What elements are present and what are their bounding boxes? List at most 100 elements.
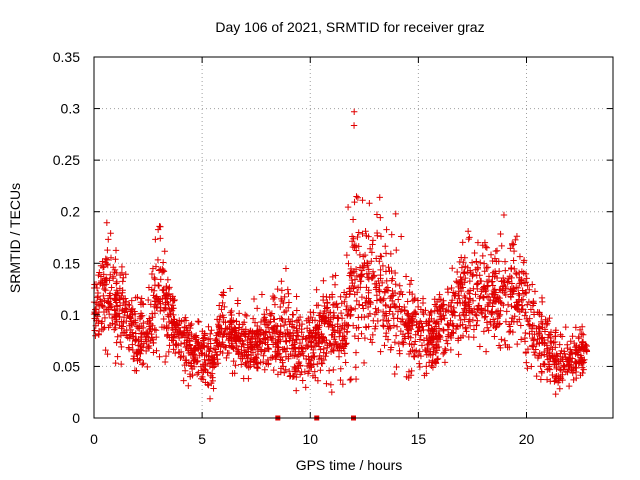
data-point bbox=[349, 216, 357, 223]
data-point bbox=[522, 349, 530, 357]
data-point bbox=[150, 339, 157, 347]
data-point bbox=[531, 351, 539, 359]
data-point bbox=[459, 309, 467, 316]
data-point bbox=[125, 345, 133, 353]
data-point bbox=[390, 300, 398, 308]
data-point bbox=[182, 314, 189, 321]
data-point bbox=[369, 331, 376, 339]
data-point bbox=[323, 344, 331, 351]
data-point bbox=[205, 353, 212, 360]
data-point bbox=[309, 333, 316, 341]
data-point bbox=[373, 255, 380, 262]
data-point bbox=[375, 306, 382, 314]
data-point bbox=[163, 325, 170, 332]
data-point bbox=[489, 273, 496, 280]
data-point bbox=[405, 350, 413, 358]
data-point bbox=[113, 269, 120, 277]
data-point bbox=[412, 338, 419, 345]
data-point bbox=[327, 309, 334, 316]
data-point bbox=[441, 345, 449, 353]
data-point bbox=[450, 330, 457, 337]
data-point bbox=[217, 331, 224, 338]
data-point bbox=[513, 305, 521, 312]
data-point bbox=[270, 366, 277, 374]
data-point bbox=[466, 322, 474, 329]
data-point bbox=[177, 327, 184, 335]
data-point bbox=[420, 310, 427, 318]
x-tick-label: 10 bbox=[302, 431, 318, 447]
data-point bbox=[277, 295, 285, 303]
data-point bbox=[118, 263, 126, 271]
data-point bbox=[351, 305, 359, 312]
data-point bbox=[234, 346, 242, 353]
data-point bbox=[405, 327, 412, 334]
data-point bbox=[497, 299, 504, 306]
data-point bbox=[567, 338, 574, 345]
data-point bbox=[396, 282, 403, 289]
data-point bbox=[484, 307, 491, 315]
data-point bbox=[578, 330, 585, 338]
data-point bbox=[466, 277, 474, 285]
data-point bbox=[534, 309, 541, 316]
data-point bbox=[165, 348, 172, 356]
data-point bbox=[282, 366, 289, 373]
data-point bbox=[323, 380, 330, 387]
data-point bbox=[405, 368, 413, 376]
data-point bbox=[565, 365, 572, 373]
data-point bbox=[353, 272, 361, 280]
data-point bbox=[473, 312, 480, 319]
data-point bbox=[103, 219, 111, 226]
data-point bbox=[316, 312, 324, 319]
data-point bbox=[323, 299, 331, 307]
data-point bbox=[315, 302, 322, 309]
data-point bbox=[331, 341, 338, 348]
data-point bbox=[240, 329, 247, 337]
data-point bbox=[269, 341, 277, 348]
data-point bbox=[99, 258, 106, 265]
data-point bbox=[358, 293, 366, 301]
data-point bbox=[506, 344, 513, 351]
data-point bbox=[369, 274, 376, 281]
data-point bbox=[521, 312, 528, 319]
data-point bbox=[302, 355, 310, 363]
data-point bbox=[493, 258, 500, 265]
data-point bbox=[332, 272, 339, 279]
data-point bbox=[355, 335, 362, 342]
data-point bbox=[404, 326, 411, 333]
data-point bbox=[128, 308, 135, 315]
data-point bbox=[353, 193, 360, 200]
data-point bbox=[401, 303, 408, 311]
data-point bbox=[387, 346, 394, 353]
data-point bbox=[240, 375, 247, 382]
data-point bbox=[512, 236, 519, 244]
data-point bbox=[480, 328, 488, 335]
data-point bbox=[416, 360, 423, 367]
data-point bbox=[508, 265, 515, 273]
data-point bbox=[394, 308, 402, 315]
data-point bbox=[274, 371, 282, 378]
data-point bbox=[278, 287, 286, 294]
data-point bbox=[472, 291, 479, 298]
data-point bbox=[269, 354, 276, 361]
data-point bbox=[321, 307, 328, 315]
data-point bbox=[285, 304, 292, 311]
data-point bbox=[285, 299, 293, 306]
data-point bbox=[528, 363, 535, 370]
data-point bbox=[169, 293, 176, 300]
data-point bbox=[195, 318, 202, 326]
data-point bbox=[254, 350, 262, 358]
data-point bbox=[348, 276, 356, 284]
data-point bbox=[161, 248, 168, 255]
data-point bbox=[565, 354, 573, 362]
data-point bbox=[372, 305, 379, 312]
data-point bbox=[181, 367, 189, 374]
data-point bbox=[199, 335, 207, 342]
data-point bbox=[527, 306, 535, 313]
data-point bbox=[235, 310, 243, 317]
data-point bbox=[212, 361, 220, 368]
data-point bbox=[152, 263, 160, 270]
data-point bbox=[380, 295, 388, 302]
data-point bbox=[433, 298, 441, 306]
data-point bbox=[349, 269, 357, 277]
data-point bbox=[453, 268, 461, 276]
